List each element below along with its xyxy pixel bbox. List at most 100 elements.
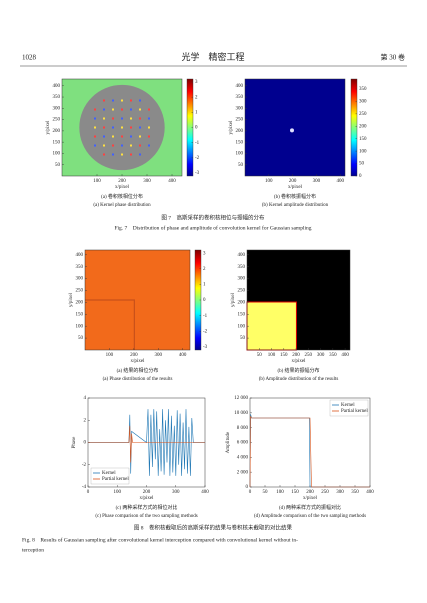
image-dot	[121, 126, 123, 129]
y-tick-label: 300	[53, 106, 61, 111]
x-tick-label: 300	[172, 490, 180, 495]
page-number: 1028	[22, 54, 37, 62]
colorbar-tick-label: 200	[359, 124, 367, 129]
x-axis-label: x/pixel	[292, 359, 306, 364]
panel: 0 50 100 150 200 250 300 350 400 12 000 10 000 8 00…	[226, 396, 374, 519]
image-dot	[139, 117, 141, 120]
y-tick-label: 250	[236, 118, 244, 123]
image-dot	[130, 99, 132, 102]
y-tick-label: 200	[76, 301, 84, 306]
image-rect	[246, 301, 297, 351]
image-dot	[94, 135, 96, 138]
image-dot	[121, 117, 123, 120]
y-tick-label: 200	[53, 129, 61, 134]
y-tick-label: 150	[53, 140, 61, 145]
y-tick-label: 6 000	[237, 441, 249, 446]
panel: 0 100 200 300 400 4 2 0 -2 -4 x/pixel Phase (c) 两种采样…	[72, 396, 209, 519]
y-tick-label: 150	[238, 312, 246, 317]
y-tick-label: 50	[238, 163, 244, 168]
caption-cn: (b) 结果的振幅分布	[277, 367, 319, 374]
axes-frame	[84, 249, 191, 351]
x-tick-label: 200	[289, 179, 297, 184]
y-tick-label: 100	[238, 324, 246, 329]
caption-en: (a) Kernel phase distribution	[93, 203, 151, 208]
x-tick-label: 300	[155, 353, 163, 358]
panel: 100 200 300 400 50 100 150 200 250 300 350 400 x/pix…	[69, 249, 208, 382]
image-dot	[130, 153, 132, 156]
x-axis-label: x/pixel	[303, 496, 317, 501]
x-tick-label: 350	[351, 490, 359, 495]
image-dot	[290, 128, 294, 133]
line-series	[88, 425, 205, 463]
figure-caption-cn: 图 7 高斯采样的卷积核相位与振幅的分布	[161, 213, 265, 221]
y-axis-label: Amplitude	[226, 431, 231, 453]
caption-en: (b) Amplitude distribution of the result…	[259, 377, 339, 382]
x-tick-label: 100	[268, 353, 276, 358]
caption-cn: (a) 卷积核相位分布	[101, 193, 143, 200]
y-tick-label: 350	[236, 95, 244, 100]
image-dot	[121, 144, 123, 147]
y-axis-label: y/pixel	[229, 120, 234, 134]
x-tick-label: 350	[329, 353, 337, 358]
colorbar-tick-label: 250	[359, 112, 367, 117]
y-tick-label: 2 000	[237, 470, 249, 475]
y-tick-label: 350	[53, 95, 61, 100]
colorbar-tick-label: -3	[203, 345, 208, 350]
y-tick-label: 150	[76, 312, 84, 317]
image-dot	[103, 99, 105, 102]
image-dot	[103, 126, 105, 129]
image-dot	[139, 144, 141, 147]
colorbar-tick-label: 100	[359, 149, 367, 154]
image-dot	[148, 108, 150, 111]
colorbar-tick-label: 350	[359, 87, 367, 92]
colorbar-tick-label: -1	[195, 141, 200, 146]
y-tick-label: 300	[236, 106, 244, 111]
caption-en: (b) Kernel amplitude distribution	[262, 203, 329, 208]
image	[245, 79, 345, 176]
line-series	[88, 409, 205, 476]
colorbar-tick-label: -1	[203, 314, 208, 319]
figure-caption-en: Fig. 7 Distribution of phase and amplitu…	[114, 224, 311, 231]
x-tick-label: 50	[257, 353, 263, 358]
x-tick-label: 300	[143, 179, 151, 184]
x-tick-label: 300	[317, 353, 325, 358]
x-tick-label: 100	[265, 179, 273, 184]
y-tick-label: 400	[236, 84, 244, 89]
image-dot	[112, 135, 114, 138]
colorbar-tick-label: -2	[195, 156, 200, 161]
y-tick-label: 4	[84, 396, 87, 401]
x-tick-label: 300	[313, 179, 321, 184]
legend-label: Partial kernel	[102, 477, 129, 482]
image-dot	[121, 153, 123, 156]
x-tick-label: 100	[276, 490, 284, 495]
x-tick-label: 300	[336, 490, 344, 495]
image-dot	[94, 144, 96, 147]
colorbar-tick-label: -2	[203, 329, 208, 334]
y-tick-label: 150	[236, 140, 244, 145]
x-tick-label: 400	[168, 179, 176, 184]
legend-label: Kernel	[341, 403, 355, 408]
x-tick-label: 100	[93, 179, 101, 184]
y-tick-label: 400	[53, 84, 61, 89]
image-dot	[148, 126, 150, 129]
image-dot	[130, 117, 132, 120]
y-tick-label: 350	[238, 265, 246, 270]
x-axis-label: x/pixel	[288, 185, 302, 190]
figure-caption-en: terception	[22, 547, 44, 553]
y-tick-label: 200	[238, 301, 246, 306]
caption-cn: (b) 卷积核振幅分布	[274, 193, 316, 200]
image-dot	[112, 117, 114, 120]
image-dot	[103, 135, 105, 138]
figure-caption-en: Fig. 8 Results of Gaussian sampling afte…	[22, 536, 298, 543]
image-dot	[148, 117, 150, 120]
image-dot	[112, 153, 114, 156]
figure-caption-cn: 图 8 卷积核截取后的高斯采样的结果与卷积核未截取的对比结果	[134, 523, 293, 531]
y-tick-label: 200	[236, 129, 244, 134]
y-tick-label: -2	[82, 463, 87, 468]
image-dot	[112, 144, 114, 147]
journal: 光学 精密工程	[181, 51, 244, 62]
y-tick-label: 300	[76, 277, 84, 282]
image-dot	[94, 108, 96, 111]
colorbar-tick-label: 1	[203, 283, 206, 288]
caption-cn: (a) 结果的相位分布	[117, 367, 159, 374]
